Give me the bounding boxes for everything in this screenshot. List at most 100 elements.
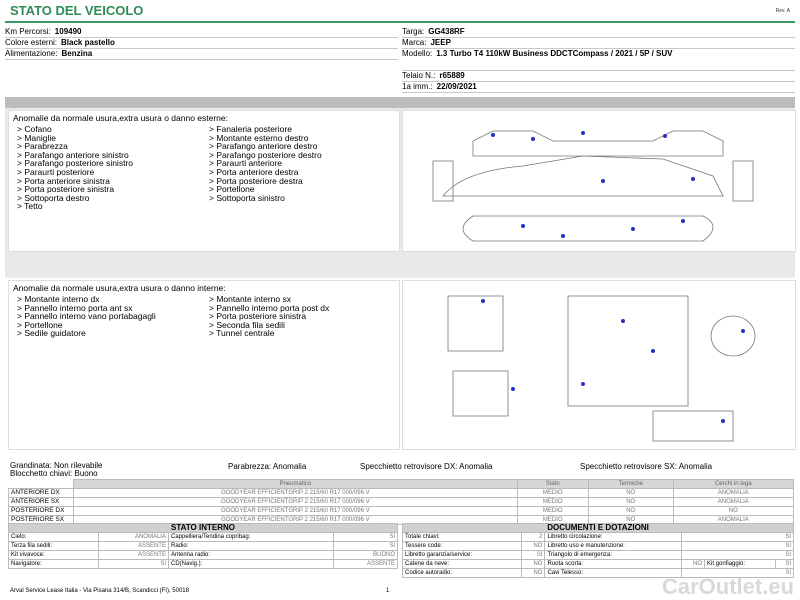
info-value: Benzina	[61, 49, 93, 58]
value: NO	[521, 568, 546, 578]
value: SI	[680, 550, 795, 560]
tire-cell: ANTERIORE DX	[8, 488, 74, 498]
dot	[581, 382, 585, 386]
value: NO	[521, 559, 546, 569]
info-row: Km Percorsi: 109490	[5, 27, 398, 38]
dot	[531, 137, 535, 141]
dot	[601, 179, 605, 183]
tire-row: POSTERIORE SX GOODYEAR EFFICIENTGRIP 2 21…	[8, 515, 795, 525]
dot	[631, 227, 635, 231]
label: Kit vivavoce:	[8, 550, 99, 560]
section-row: STATO INTERNO	[8, 523, 398, 533]
anomaly-item: > Maniglie	[17, 132, 56, 143]
tire-cell: GOODYEAR EFFICIENTGRIP 2 215/60 R17 000/…	[73, 497, 518, 507]
dot	[621, 319, 625, 323]
anomaly-item: > Sottoporta sinistro	[209, 192, 285, 203]
tire-cell: MEDIO	[516, 506, 589, 516]
dot	[651, 349, 655, 353]
tire-cell: GOODYEAR EFFICIENTGRIP 2 215/60 R17 000/…	[73, 506, 518, 516]
tire-cell: NO	[587, 497, 674, 507]
label: Cappelliera/Tendina copribag:	[167, 532, 334, 542]
info-label: Colore esterni:	[5, 38, 58, 47]
car-front	[432, 160, 454, 202]
row: Libretto garanzia/service: SI Triangolo di…	[401, 550, 795, 560]
section-title: DOCUMENTI E DOTAZIONI	[402, 523, 794, 533]
title: STATO DEL VEICOLO	[10, 3, 144, 18]
info-label: Alimentazione:	[5, 49, 58, 58]
dot	[663, 134, 667, 138]
dot	[561, 234, 565, 238]
tire-cell: MEDIO	[516, 488, 589, 498]
anomaly-item: > Parafango anteriore sinistro	[17, 149, 129, 160]
info-label: Marca:	[402, 38, 427, 47]
row: Kit vivavoce: ASSENTE Antenna radio: BUONO	[8, 550, 399, 560]
anomaly-item: > Seconda fila sedili	[209, 319, 285, 330]
footer-address: Arval Service Lease Italia - Via Pisana …	[10, 588, 189, 594]
int-text-panel: Anomalie da normale usura,extra usura o …	[8, 280, 400, 450]
shape	[447, 295, 504, 352]
car-side2	[462, 215, 714, 242]
anomaly-item: > Portellone	[17, 319, 63, 330]
int-diagram	[447, 295, 756, 442]
header-cell: Cerchi in lega	[672, 479, 795, 489]
int-heading: Anomalie da normale usura,extra usura o …	[13, 283, 226, 293]
info-value: r65889	[439, 71, 465, 80]
label: Cavi Telesso:	[544, 568, 682, 578]
dot	[681, 219, 685, 223]
anomaly-item: > Paraurti posteriore	[17, 166, 95, 177]
ext-list: > Cofano > Maniglie > Parabrezza > Parafang…	[17, 125, 133, 211]
label: CD(Navig.):	[167, 559, 334, 569]
value: SI	[521, 550, 546, 560]
car-rear	[732, 160, 754, 202]
label: Tessere code:	[401, 541, 523, 551]
info-value: JEEP	[430, 38, 451, 47]
anomaly-item: > Porta posteriore sinistra	[17, 184, 115, 195]
shape	[710, 315, 756, 357]
tire-cell: MEDIO	[516, 497, 589, 507]
stato-interno: STATO INTERNO Cielo: ANOMALIA Cappelliera/T…	[8, 523, 399, 569]
label: Catene da neve:	[401, 559, 523, 569]
status: Specchietto retrovisore SX: Anomalia	[580, 462, 713, 471]
row: Catene da neve: NO Ruota scorta: NO Kit gonf…	[401, 559, 794, 569]
value: 2	[521, 532, 546, 542]
dot	[511, 387, 515, 391]
rule	[5, 21, 795, 23]
anomaly-item: > Cofano	[17, 124, 52, 134]
value: ASSENTE	[97, 550, 169, 560]
value: NO	[680, 559, 706, 569]
tire-cell: ANTERIORE SX	[8, 497, 74, 507]
row: Codice autoradio: NO Cavi Telesso: SI	[401, 568, 795, 578]
label: Terza fila sedili:	[8, 541, 99, 551]
anomaly-item: > Porta anteriore destra	[209, 166, 299, 177]
value: NO	[521, 541, 546, 551]
label: Libretto circolazione:	[544, 532, 682, 542]
anomaly-item: > Tetto	[17, 201, 43, 212]
tire-row: ANTERIORE SX GOODYEAR EFFICIENTGRIP 2 215…	[8, 497, 795, 507]
label: Antenna radio:	[167, 550, 334, 560]
header-cell: Pneumatico	[73, 479, 518, 489]
anomaly-item: > Portellone	[209, 184, 255, 195]
anomaly-item: > Pannello interno porta post dx	[209, 302, 330, 313]
ext-diagram	[432, 130, 754, 242]
anomaly-item: > Montante interno sx	[209, 294, 291, 304]
documenti: DOCUMENTI E DOTAZIONI Totale chiavi: 2 Libr…	[401, 523, 795, 578]
int-list: > Montante interno dx > Pannello interno …	[17, 295, 202, 338]
ext-heading: Anomalie da normale usura,extra usura o …	[13, 113, 228, 123]
label: Codice autoradio:	[401, 568, 523, 578]
info-row: 1a imm.: 22/09/2021	[402, 82, 795, 93]
anomaly-item: > Sedile guidatore	[17, 328, 86, 339]
info-value: 1.3 Turbo T4 110kW Business DDCTCompass …	[436, 49, 673, 58]
dot	[491, 133, 495, 137]
info-value: 22/09/2021	[436, 82, 477, 91]
shape	[567, 295, 689, 407]
int-list: > Montante interno sx > Pannello interno …	[209, 295, 329, 338]
row: Tessere code: NO Libretto uso e manutenzio…	[401, 541, 795, 551]
anomaly-item: > Sottoporta destro	[17, 192, 90, 203]
info-value: Black pastello	[61, 38, 115, 47]
dot	[481, 299, 485, 303]
tires-table: Pneumatico Stato Termiche Cerchi in lega ANT…	[8, 479, 795, 525]
ext-text-panel: Anomalie da normale usura,extra usura o …	[8, 110, 400, 252]
value: SI	[680, 568, 795, 578]
footer-page: 1	[386, 588, 390, 594]
info-row: Telaio N.: r65889	[402, 71, 795, 82]
